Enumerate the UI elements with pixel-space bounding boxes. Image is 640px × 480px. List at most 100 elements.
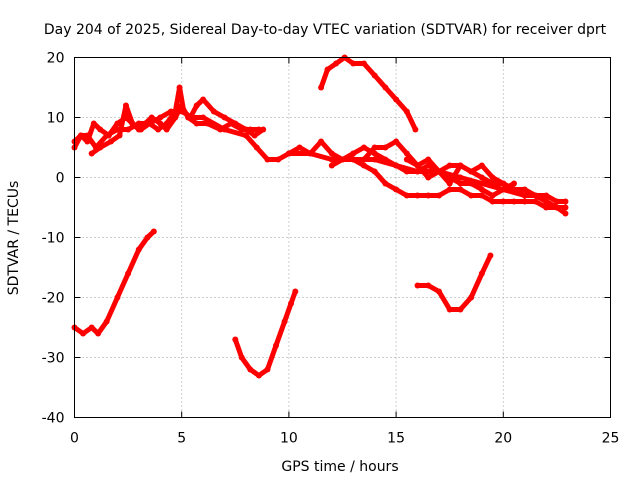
data-point <box>414 282 421 289</box>
data-point <box>77 132 84 139</box>
data-point <box>446 306 453 313</box>
data-point <box>125 126 132 133</box>
series-arc-8 <box>328 156 569 217</box>
y-tick-label: -30 <box>42 351 65 367</box>
series-arc-4 <box>71 228 157 337</box>
data-point <box>457 174 464 181</box>
data-point <box>468 168 475 175</box>
data-point <box>543 192 550 199</box>
axis-ticks: 0 5 10 15 20 25 -40 -30 -20 -10 0 10 20 <box>42 51 620 447</box>
data-point <box>95 330 102 337</box>
data-point <box>382 180 389 187</box>
series-arc-6 <box>318 54 419 133</box>
data-point <box>425 192 432 199</box>
data-point <box>425 156 432 163</box>
data-point <box>318 84 325 91</box>
data-point <box>511 198 518 205</box>
data-point <box>403 108 410 115</box>
data-point <box>511 180 518 187</box>
data-point <box>412 126 419 133</box>
data-point <box>273 342 280 349</box>
series-arc-11 <box>414 252 494 313</box>
data-point <box>105 132 112 139</box>
data-point <box>403 156 410 163</box>
data-point <box>446 186 453 193</box>
data-point <box>204 120 211 127</box>
data-point <box>435 168 442 175</box>
data-point <box>255 372 262 379</box>
series-line <box>286 139 517 198</box>
x-tick-label: 0 <box>70 431 79 447</box>
data-point <box>553 198 560 205</box>
data-point <box>425 174 432 181</box>
y-axis-label: SDTVAR / TECUs <box>6 181 22 296</box>
data-point <box>90 120 97 127</box>
grid <box>74 57 611 418</box>
data-point <box>457 186 464 193</box>
data-point <box>478 186 485 193</box>
data-point <box>393 186 400 193</box>
data-point <box>532 198 539 205</box>
data-point <box>521 186 528 193</box>
series-line <box>89 85 266 156</box>
data-point <box>457 162 464 169</box>
data-point <box>500 186 507 193</box>
y-tick-label: 10 <box>47 111 65 127</box>
data-point <box>114 294 121 301</box>
data-point <box>243 132 250 139</box>
data-point <box>403 168 410 175</box>
data-point <box>97 144 104 151</box>
x-tick-label: 20 <box>494 431 512 447</box>
data-point <box>292 288 299 295</box>
data-point <box>114 120 121 127</box>
data-point <box>360 156 367 163</box>
series-arc-5 <box>232 288 299 379</box>
data-point <box>281 318 288 325</box>
data-point <box>193 120 200 127</box>
data-point <box>88 324 95 331</box>
data-point <box>478 270 485 277</box>
data-point <box>414 192 421 199</box>
series-line <box>318 55 418 132</box>
x-tick-label: 15 <box>387 431 405 447</box>
y-tick-label: -40 <box>42 411 65 427</box>
data-point <box>446 162 453 169</box>
data-point <box>360 144 367 151</box>
data-point <box>500 180 507 187</box>
y-tick-label: 20 <box>47 51 65 67</box>
data-point <box>562 210 569 217</box>
data-point <box>80 330 87 337</box>
chart-title: Day 204 of 2025, Sidereal Day-to-day VTE… <box>44 22 607 38</box>
data-point <box>333 60 340 67</box>
y-tick-label: -20 <box>42 291 65 307</box>
data-point <box>403 150 410 157</box>
data-point <box>403 192 410 199</box>
data-point <box>393 96 400 103</box>
data-point <box>468 192 475 199</box>
data-point <box>150 228 157 235</box>
data-point <box>251 132 258 139</box>
data-point <box>382 156 389 163</box>
data-point <box>146 120 153 127</box>
data-point <box>446 180 453 187</box>
data-point <box>532 192 539 199</box>
y-tick-label: 0 <box>56 171 65 187</box>
data-point <box>371 156 378 163</box>
data-point <box>247 366 254 373</box>
data-point <box>125 270 132 277</box>
data-point <box>116 132 123 139</box>
data-point <box>88 150 95 157</box>
data-point <box>489 174 496 181</box>
data-point <box>307 150 314 157</box>
data-point <box>296 144 303 151</box>
data-point <box>103 318 110 325</box>
data-point <box>489 180 496 187</box>
data-point <box>339 156 346 163</box>
x-tick-label: 5 <box>177 431 186 447</box>
data-point <box>328 156 335 163</box>
data-point <box>243 126 250 133</box>
data-point <box>264 156 271 163</box>
data-point <box>478 162 485 169</box>
data-point <box>318 138 325 145</box>
